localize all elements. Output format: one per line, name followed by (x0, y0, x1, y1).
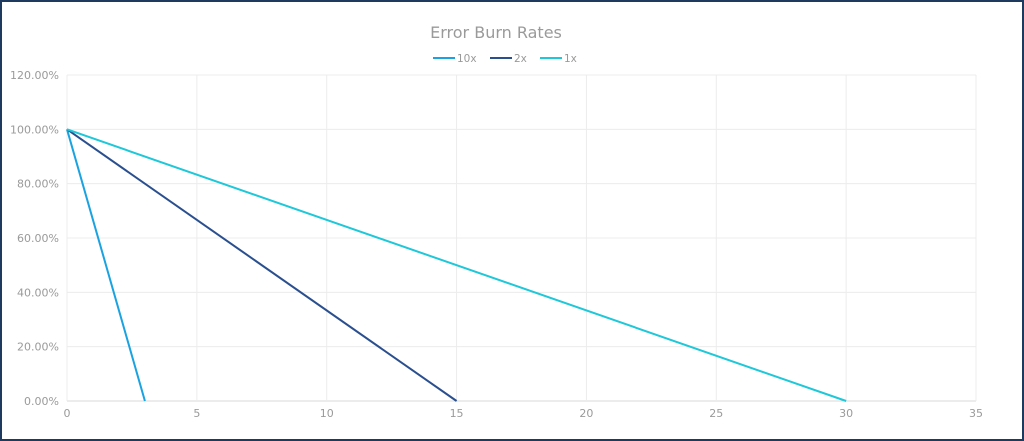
y-tick-label: 20.00% (17, 341, 59, 354)
y-tick-label: 60.00% (17, 232, 59, 245)
y-tick-label: 0.00% (24, 395, 59, 408)
legend-item-2x[interactable]: 2x (490, 53, 527, 65)
x-tick-label: 30 (839, 407, 853, 420)
x-tick-label: 35 (969, 407, 983, 420)
legend-label: 10x (457, 53, 477, 65)
legend-item-10x[interactable]: 10x (433, 53, 477, 65)
y-tick-label: 120.00% (10, 69, 59, 82)
legend-label: 2x (514, 53, 527, 65)
chart-title: Error Burn Rates (430, 23, 562, 42)
axes: 0.00% 20.00% 40.00% 60.00% 80.00% 100.00% 120.… (10, 69, 983, 420)
series-lines (66, 128, 847, 402)
y-tick-label: 80.00% (17, 178, 59, 191)
series-line-2x (66, 128, 458, 402)
legend-label: 1x (564, 53, 577, 65)
x-tick-label: 0 (64, 407, 71, 420)
x-tick-label: 10 (320, 407, 334, 420)
x-tick-label: 15 (450, 407, 464, 420)
series-line-1x (66, 128, 847, 402)
x-tick-label: 25 (709, 407, 723, 420)
legend-item-1x[interactable]: 1x (540, 53, 577, 65)
y-tick-label: 100.00% (10, 123, 59, 136)
legend: 10x 2x 1x (433, 53, 577, 65)
grid (66, 74, 977, 402)
x-tick-label: 5 (193, 407, 200, 420)
y-tick-label: 40.00% (17, 286, 59, 299)
series-line-10x (66, 129, 146, 402)
x-tick-label: 20 (579, 407, 593, 420)
